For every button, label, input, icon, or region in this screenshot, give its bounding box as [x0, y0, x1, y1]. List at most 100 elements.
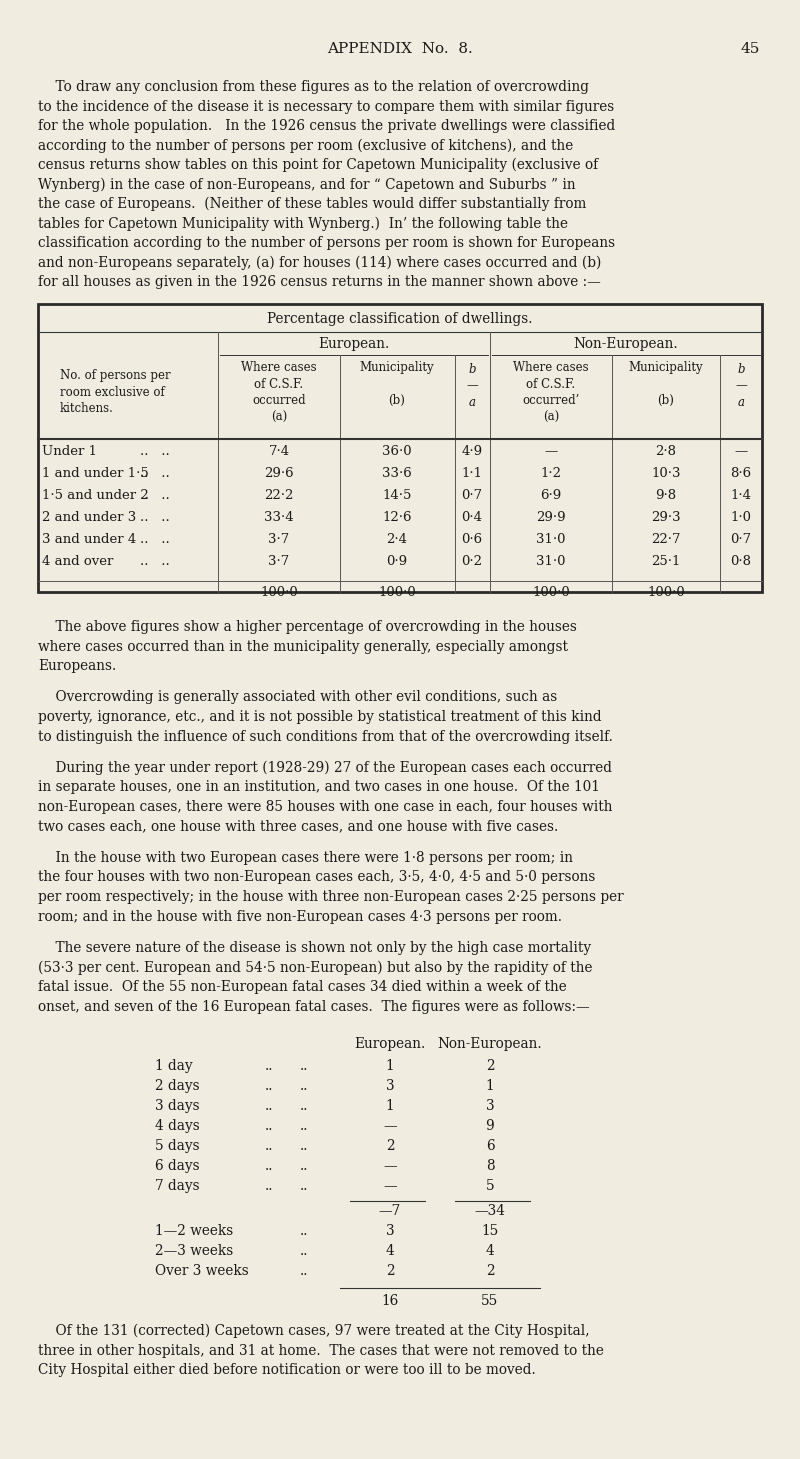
Text: 2 days: 2 days — [155, 1080, 200, 1093]
Text: ..   ..: .. .. — [140, 445, 170, 458]
Text: the four houses with two non-European cases each, 3·5, 4·0, 4·5 and 5·0 persons: the four houses with two non-European ca… — [38, 871, 595, 884]
Text: 3 days: 3 days — [155, 1099, 200, 1113]
Text: APPENDIX  No.  8.: APPENDIX No. 8. — [327, 42, 473, 55]
Text: 16: 16 — [382, 1294, 398, 1309]
Text: 3: 3 — [386, 1080, 394, 1093]
Bar — [38, 303, 762, 592]
Text: 4 days: 4 days — [155, 1119, 200, 1134]
Text: 22·2: 22·2 — [264, 489, 294, 502]
Text: No. of persons per
room exclusive of
kitchens.: No. of persons per room exclusive of kit… — [60, 369, 170, 414]
Text: ..: .. — [265, 1059, 274, 1072]
Text: 100·0: 100·0 — [378, 587, 416, 600]
Text: 5: 5 — [486, 1179, 494, 1193]
Text: —: — — [544, 445, 558, 458]
Text: —: — — [383, 1158, 397, 1173]
Text: 1—2 weeks: 1—2 weeks — [155, 1224, 234, 1239]
Text: 14·5: 14·5 — [382, 489, 412, 502]
Text: 0·7: 0·7 — [730, 533, 751, 546]
Text: Non-European.: Non-European. — [438, 1037, 542, 1050]
Text: 31·0: 31·0 — [536, 554, 566, 568]
Text: Wynberg) in the case of non-Europeans, and for “ Capetown and Suburbs ” in: Wynberg) in the case of non-Europeans, a… — [38, 178, 576, 193]
Text: 100·0: 100·0 — [260, 587, 298, 600]
Text: 6: 6 — [486, 1139, 494, 1153]
Text: 7·4: 7·4 — [269, 445, 290, 458]
Text: 100·0: 100·0 — [647, 587, 685, 600]
Text: fatal issue.  Of the 55 non-European fatal cases 34 died within a week of the: fatal issue. Of the 55 non-European fata… — [38, 980, 566, 994]
Text: 1 day: 1 day — [155, 1059, 193, 1072]
Text: Of the 131 (corrected) Capetown cases, 97 were treated at the City Hospital,: Of the 131 (corrected) Capetown cases, 9… — [38, 1323, 590, 1338]
Text: 29·6: 29·6 — [264, 467, 294, 480]
Text: for the whole population.   In the 1926 census the private dwellings were classi: for the whole population. In the 1926 ce… — [38, 120, 615, 133]
Text: Non-European.: Non-European. — [574, 337, 678, 352]
Text: —: — — [734, 445, 748, 458]
Text: —34: —34 — [474, 1204, 506, 1218]
Text: ..: .. — [300, 1179, 309, 1193]
Text: ..: .. — [300, 1245, 309, 1258]
Text: 0·2: 0·2 — [462, 554, 482, 568]
Text: classification according to the number of persons per room is shown for European: classification according to the number o… — [38, 236, 615, 249]
Text: ..: .. — [300, 1080, 309, 1093]
Text: 0·7: 0·7 — [462, 489, 482, 502]
Text: Under 1: Under 1 — [42, 445, 97, 458]
Text: The above figures show a higher percentage of overcrowding in the houses: The above figures show a higher percenta… — [38, 620, 577, 635]
Text: To draw any conclusion from these figures as to the relation of overcrowding: To draw any conclusion from these figure… — [38, 80, 589, 93]
Text: 0·9: 0·9 — [386, 554, 407, 568]
Text: 1: 1 — [486, 1080, 494, 1093]
Text: European.: European. — [354, 1037, 426, 1050]
Text: European.: European. — [318, 337, 390, 352]
Text: 1·5 and under 2: 1·5 and under 2 — [42, 489, 149, 502]
Text: 5 days: 5 days — [155, 1139, 200, 1153]
Text: 2: 2 — [486, 1059, 494, 1072]
Text: 12·6: 12·6 — [382, 511, 412, 524]
Text: 4: 4 — [486, 1245, 494, 1258]
Text: 2—3 weeks: 2—3 weeks — [155, 1245, 234, 1258]
Text: 100·0: 100·0 — [532, 587, 570, 600]
Text: —: — — [383, 1119, 397, 1134]
Text: for all houses as given in the 1926 census returns in the manner shown above :—: for all houses as given in the 1926 cens… — [38, 274, 601, 289]
Text: 9·8: 9·8 — [655, 489, 677, 502]
Text: 0·6: 0·6 — [462, 533, 482, 546]
Text: three in other hospitals, and 31 at home.  The cases that were not removed to th: three in other hospitals, and 31 at home… — [38, 1344, 604, 1357]
Text: 2: 2 — [386, 1263, 394, 1278]
Text: tables for Capetown Municipality with Wynberg.)  In’ the following table the: tables for Capetown Municipality with Wy… — [38, 216, 568, 231]
Text: 2 and under 3: 2 and under 3 — [42, 511, 136, 524]
Text: ..   ..: .. .. — [140, 533, 170, 546]
Text: 6 days: 6 days — [155, 1158, 200, 1173]
Text: and non-Europeans separately, (a) for houses (114) where cases occurred and (b): and non-Europeans separately, (a) for ho… — [38, 255, 602, 270]
Text: (53·3 per cent. European and 54·5 non-European) but also by the rapidity of the: (53·3 per cent. European and 54·5 non-Eu… — [38, 960, 593, 975]
Text: ..: .. — [300, 1059, 309, 1072]
Text: 3: 3 — [386, 1224, 394, 1239]
Text: —: — — [383, 1179, 397, 1193]
Text: 29·3: 29·3 — [651, 511, 681, 524]
Text: per room respectively; in the house with three non-European cases 2·25 persons p: per room respectively; in the house with… — [38, 890, 624, 905]
Text: 1·0: 1·0 — [730, 511, 751, 524]
Text: 3: 3 — [486, 1099, 494, 1113]
Text: City Hospital either died before notification or were too ill to be moved.: City Hospital either died before notific… — [38, 1363, 536, 1377]
Text: 7 days: 7 days — [155, 1179, 200, 1193]
Text: 1·2: 1·2 — [541, 467, 562, 480]
Text: 2: 2 — [386, 1139, 394, 1153]
Text: ..: .. — [265, 1119, 274, 1134]
Text: 36·0: 36·0 — [382, 445, 412, 458]
Text: 3·7: 3·7 — [268, 533, 290, 546]
Text: ..   ..: .. .. — [140, 511, 170, 524]
Text: 1: 1 — [386, 1099, 394, 1113]
Text: 31·0: 31·0 — [536, 533, 566, 546]
Text: 2: 2 — [486, 1263, 494, 1278]
Text: 33·4: 33·4 — [264, 511, 294, 524]
Text: 10·3: 10·3 — [651, 467, 681, 480]
Text: non-European cases, there were 85 houses with one case in each, four houses with: non-European cases, there were 85 houses… — [38, 800, 613, 814]
Text: 8·6: 8·6 — [730, 467, 751, 480]
Text: ..: .. — [300, 1158, 309, 1173]
Text: ..: .. — [265, 1099, 274, 1113]
Text: Municipality

(b): Municipality (b) — [360, 360, 434, 407]
Text: The severe nature of the disease is shown not only by the high case mortality: The severe nature of the disease is show… — [38, 941, 591, 956]
Text: 25·1: 25·1 — [651, 554, 681, 568]
Text: ..: .. — [265, 1158, 274, 1173]
Text: ..: .. — [265, 1179, 274, 1193]
Text: ..: .. — [300, 1139, 309, 1153]
Text: 8: 8 — [486, 1158, 494, 1173]
Text: Percentage classification of dwellings.: Percentage classification of dwellings. — [267, 312, 533, 325]
Text: in separate houses, one in an institution, and two cases in one house.  Of the 1: in separate houses, one in an institutio… — [38, 781, 600, 795]
Text: 1 and under 1·5: 1 and under 1·5 — [42, 467, 149, 480]
